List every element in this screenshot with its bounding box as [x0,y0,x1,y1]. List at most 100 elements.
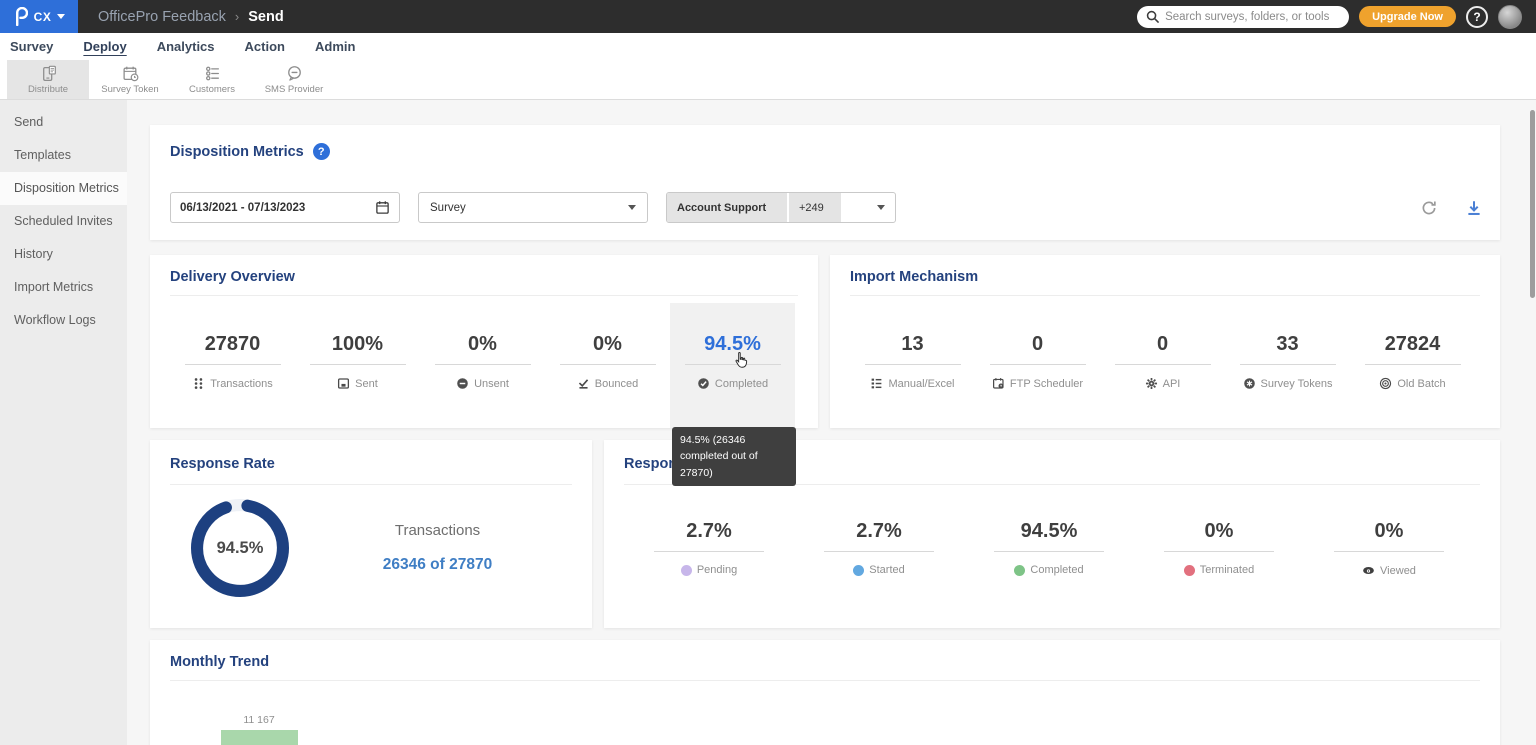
account-chip: Account Support [667,193,789,222]
toolbar-item-label: Survey Token [101,83,159,95]
breadcrumb: OfficePro Feedback › Send [98,9,284,25]
stat-label: Viewed [1380,564,1416,577]
tab-admin[interactable]: Admin [314,38,356,54]
stat-label: Sent [355,377,378,390]
download-button[interactable] [1465,199,1485,219]
response-rate-donut[interactable]: 94.5% [184,492,296,604]
grid-dots-icon [194,378,203,389]
stat-old-batch[interactable]: 27824 Old Batch [1350,303,1475,428]
stat-label: Transactions [210,377,273,390]
breadcrumb-app[interactable]: OfficePro Feedback [98,8,226,25]
date-range-value: 06/13/2021 - 07/13/2023 [180,201,306,214]
toolbar-item-distribute[interactable]: Distribute [7,60,89,99]
list-bullets-icon [872,378,882,389]
stat-sent[interactable]: 100% Sent [295,303,420,428]
stat-value: 33 [1276,333,1299,355]
sidebar-item-send[interactable]: Send [14,115,44,129]
tab-analytics[interactable]: Analytics [156,38,215,54]
toolbar-item-customers[interactable]: Customers [171,60,253,99]
trend-bar-value-label: 11 167 [243,714,275,726]
stat-value: 100% [331,333,384,355]
stat-ftp-scheduler[interactable]: 0 FTP Scheduler [975,303,1100,428]
mouse-cursor-hand [733,351,750,375]
stat-viewed[interactable]: 0% Viewed [1304,510,1474,628]
toolbar-item-sms-provider[interactable]: SMS Provider [253,60,335,99]
stat-value: 2.7% [856,520,902,542]
user-avatar[interactable] [1498,4,1522,29]
stat-label: Terminated [1199,564,1255,576]
search-input[interactable] [1165,10,1341,23]
delivery-overview-card: Delivery Overview 27870 Transactions 100… [150,255,818,428]
stat-started[interactable]: 2.7% Started [794,510,964,628]
workspace-switcher[interactable]: CX [0,0,78,33]
sent-box-icon [338,378,350,389]
divider [170,295,798,296]
check-underline-icon [578,379,588,389]
check-circle-icon [698,378,709,389]
chevron-down-icon [57,14,66,19]
stat-label: API [1162,377,1181,390]
sidebar-item-history[interactable]: History [14,247,53,261]
pending-dot [680,564,692,576]
stat-label: FTP Scheduler [1009,377,1084,390]
tab-deploy[interactable]: Deploy [83,38,127,54]
stat-manual-excel[interactable]: 13 Manual/Excel [850,303,975,428]
survey-select[interactable]: Survey [418,192,648,223]
tab-action[interactable]: Action [244,38,285,54]
delivery-overview-title: Delivery Overview [170,269,295,285]
title-help-icon[interactable]: ? [312,143,330,160]
completed-dot [1014,564,1026,576]
refresh-icon [1422,201,1436,215]
sidebar-item-workflow-logs[interactable]: Workflow Logs [14,313,96,327]
sidebar-item-disposition-metrics[interactable]: Disposition Metrics [0,172,127,205]
deploy-toolbar: Distribute Survey Token Customers SMS Pr… [0,60,1536,100]
speech-bubble-icon [287,65,301,81]
trend-bar[interactable] [221,730,298,745]
stat-completed-analysis[interactable]: 94.5% Completed [964,510,1134,628]
import-mechanism-title: Import Mechanism [850,269,979,285]
search-icon [1146,10,1159,23]
stat-transactions[interactable]: 27870 Transactions [170,303,295,428]
monthly-trend-title: Monthly Trend [170,654,270,670]
toolbar-item-label: Customers [189,83,235,95]
toolbar-item-label: Distribute [27,83,69,95]
stat-label: Survey Tokens [1260,377,1333,390]
toolbar-item-survey-token[interactable]: Survey Token [89,60,171,99]
stat-label: Old Batch [1397,377,1446,390]
brand-logo-icon [15,7,28,26]
refresh-button[interactable] [1420,199,1440,219]
stat-value: 27870 [204,333,261,355]
sidebar: Send Templates Disposition Metrics Sched… [0,100,127,745]
sidebar-item-import-metrics[interactable]: Import Metrics [14,280,94,294]
vertical-scrollbar-thumb[interactable] [1530,110,1535,298]
stat-survey-tokens[interactable]: 33 Survey Tokens [1225,303,1350,428]
account-filter-select[interactable]: Account Support +249 [666,192,896,223]
calendar-icon [376,201,389,214]
stat-label: Bounced [594,377,639,390]
stat-label: Completed [714,377,769,390]
stat-value: 0% [593,333,622,355]
sidebar-item-templates[interactable]: Templates [14,148,71,162]
stat-terminated[interactable]: 0% Terminated [1134,510,1304,628]
stat-unsent[interactable]: 0% Unsent [420,303,545,428]
stat-bounced[interactable]: 0% Bounced [545,303,670,428]
tab-survey[interactable]: Survey [10,38,54,54]
global-search[interactable] [1137,5,1350,28]
upgrade-button[interactable]: Upgrade Now [1359,6,1456,27]
disposition-metrics-panel: Disposition Metrics ? 06/13/2021 - 07/13… [150,125,1500,240]
date-range-input[interactable]: 06/13/2021 - 07/13/2023 [170,192,400,223]
stat-pending[interactable]: 2.7% Pending [624,510,794,628]
stat-value: 27824 [1384,333,1441,355]
stat-value: 0 [1156,333,1169,355]
minus-circle-icon [457,378,468,389]
import-mechanism-card: Import Mechanism 13 Manual/Excel 0 FTP S… [830,255,1500,428]
stat-value: 0% [1374,520,1404,542]
transactions-value[interactable]: 26346 of 27870 [382,556,493,573]
breadcrumb-page: Send [248,8,284,25]
stat-value: 94.5% [704,333,761,355]
help-button[interactable]: ? [1466,5,1488,28]
stat-api[interactable]: 0 API [1100,303,1225,428]
top-bar: CX OfficePro Feedback › Send Upgrade Now… [0,0,1536,33]
stat-completed[interactable]: 94.5% Completed [670,303,795,428]
sidebar-item-scheduled-invites[interactable]: Scheduled Invites [14,214,113,228]
